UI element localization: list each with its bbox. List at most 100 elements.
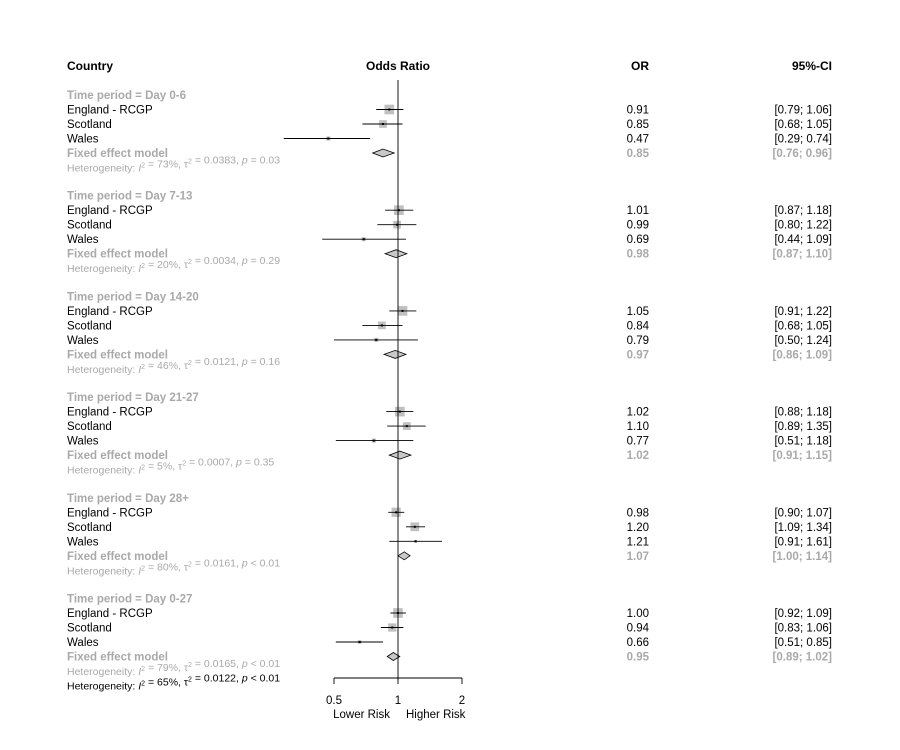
heterogeneity-part: Heterogeneity:	[67, 163, 138, 175]
study-point	[327, 137, 330, 140]
study-ci-value: [0.68; 1.05]	[774, 320, 832, 332]
heterogeneity-text: Heterogeneity: I2 = 46%, τ2 = 0.0121, p …	[67, 356, 280, 376]
heterogeneity-part: 2	[141, 666, 145, 673]
heterogeneity-part: = 20%,	[145, 259, 184, 271]
study-point	[375, 338, 378, 341]
fixed-ci-value: [0.86; 1.09]	[773, 349, 833, 361]
heterogeneity-part: τ	[184, 662, 189, 674]
study-point	[362, 238, 365, 241]
fixed-ci-value: [0.89; 1.02]	[773, 652, 833, 664]
study-point	[396, 223, 399, 226]
fixed-ci-value: [0.87; 1.10]	[773, 249, 833, 261]
heterogeneity-text: Heterogeneity: I2 = 20%, τ2 = 0.0034, p …	[67, 255, 280, 275]
study-ci-value: [0.91; 1.61]	[774, 536, 832, 548]
fixed-ci-value: [0.91; 1.15]	[773, 450, 833, 462]
fixed-effect-diamond	[383, 249, 408, 259]
overall-heterogeneity-text: Heterogeneity: I2 = 65%, τ2 = 0.0122, p …	[67, 673, 280, 693]
heterogeneity-part: = 0.0165,	[192, 658, 242, 670]
study-ci-value: [0.68; 1.05]	[774, 119, 832, 131]
heterogeneity-part: = 0.0122,	[192, 673, 242, 685]
study-name: Scotland	[67, 522, 112, 534]
heterogeneity-part: Heterogeneity:	[67, 465, 138, 477]
study-ci-value: [0.79; 1.06]	[774, 105, 832, 117]
study-point	[380, 324, 383, 327]
heterogeneity-part: 2	[141, 681, 145, 688]
heterogeneity-part: = 0.0383,	[192, 155, 242, 167]
heterogeneity-part: = 5%,	[145, 461, 178, 473]
heterogeneity-part: p	[241, 255, 248, 267]
heterogeneity-text: Heterogeneity: I2 = 5%, τ2 = 0.0007, p =…	[67, 457, 274, 477]
heterogeneity-part: I	[138, 681, 141, 693]
x-tick-label: 1	[395, 695, 401, 707]
heterogeneity-part: = 0.29	[248, 255, 281, 267]
heterogeneity-part: < 0.01	[248, 658, 281, 670]
header-odds-ratio: Odds Ratio	[366, 59, 430, 73]
study-name: England - RCGP	[67, 205, 153, 217]
heterogeneity-part: I	[138, 263, 141, 275]
heterogeneity-text: Heterogeneity: I2 = 80%, τ2 = 0.0161, p …	[67, 557, 280, 577]
heterogeneity-part: I	[138, 565, 141, 577]
heterogeneity-part: p	[235, 457, 242, 469]
heterogeneity-part: = 0.0161,	[192, 557, 242, 569]
heterogeneity-part: 2	[188, 259, 192, 266]
study-name: Scotland	[67, 623, 112, 635]
study-ci-value: [0.88; 1.18]	[774, 407, 832, 419]
fixed-effect-label: Fixed effect model	[67, 652, 168, 664]
study-name: England - RCGP	[67, 407, 153, 419]
study-point	[414, 540, 417, 543]
study-or-value: 1.10	[627, 421, 649, 433]
subgroup-label: Time period = Day 21-27	[67, 392, 199, 404]
heterogeneity-part: I	[138, 666, 141, 678]
forest-rows: Time period = Day 0-6 England - RCGP 0.91 […	[67, 90, 832, 693]
heterogeneity-part: 2	[188, 677, 192, 684]
heterogeneity-part: p	[241, 658, 248, 670]
study-ci-value: [0.83; 1.06]	[774, 623, 832, 635]
heterogeneity-part: τ	[184, 677, 189, 689]
study-or-value: 0.84	[627, 320, 650, 332]
study-name: England - RCGP	[67, 608, 153, 620]
study-or-value: 0.47	[627, 134, 649, 146]
study-ci-value: [0.87; 1.18]	[774, 205, 832, 217]
study-point	[391, 626, 394, 629]
heterogeneity-part: = 0.16	[248, 356, 281, 368]
study-or-value: 1.02	[627, 407, 649, 419]
study-or-value: 1.01	[627, 205, 649, 217]
study-name: England - RCGP	[67, 306, 153, 318]
fixed-effect-diamond	[397, 551, 411, 561]
heterogeneity-part: Heterogeneity:	[67, 364, 138, 376]
heterogeneity-part: τ	[184, 259, 189, 271]
fixed-or-value: 0.97	[627, 349, 649, 361]
heterogeneity-part: 2	[182, 461, 186, 468]
study-point	[398, 410, 401, 413]
study-name: Wales	[67, 637, 99, 649]
fixed-effect-label: Fixed effect model	[67, 551, 168, 563]
fixed-ci-value: [0.76; 0.96]	[773, 148, 833, 160]
study-or-value: 0.85	[627, 119, 649, 131]
fixed-effect-label: Fixed effect model	[67, 148, 168, 160]
heterogeneity-part: = 65%,	[145, 677, 184, 689]
heterogeneity-part: = 0.03	[248, 155, 281, 167]
study-name: Scotland	[67, 421, 112, 433]
fixed-or-value: 1.07	[627, 551, 649, 563]
header-ci: 95%-CI	[792, 59, 832, 73]
study-name: Wales	[67, 436, 99, 448]
fixed-or-value: 1.02	[627, 450, 649, 462]
study-ci-value: [1.09; 1.34]	[774, 522, 832, 534]
x-axis: 0.5 1 2 Lower Risk Higher Risk	[326, 80, 466, 721]
heterogeneity-part: p	[241, 356, 248, 368]
subgroup-label: Time period = Day 7-13	[67, 191, 192, 203]
study-name: England - RCGP	[67, 507, 153, 519]
x-right-label: Higher Risk	[406, 709, 466, 721]
study-or-value: 0.98	[627, 507, 649, 519]
heterogeneity-part: p	[241, 557, 248, 569]
fixed-or-value: 0.98	[627, 249, 650, 261]
study-point	[413, 525, 416, 528]
x-left-label: Lower Risk	[333, 709, 390, 721]
heterogeneity-part: p	[241, 155, 248, 167]
heterogeneity-part: p	[241, 673, 248, 685]
study-name: Scotland	[67, 220, 112, 232]
study-point	[405, 425, 408, 428]
heterogeneity-part: τ	[184, 561, 189, 573]
study-ci-value: [0.51; 1.18]	[774, 436, 832, 448]
heterogeneity-part: I	[138, 465, 141, 477]
